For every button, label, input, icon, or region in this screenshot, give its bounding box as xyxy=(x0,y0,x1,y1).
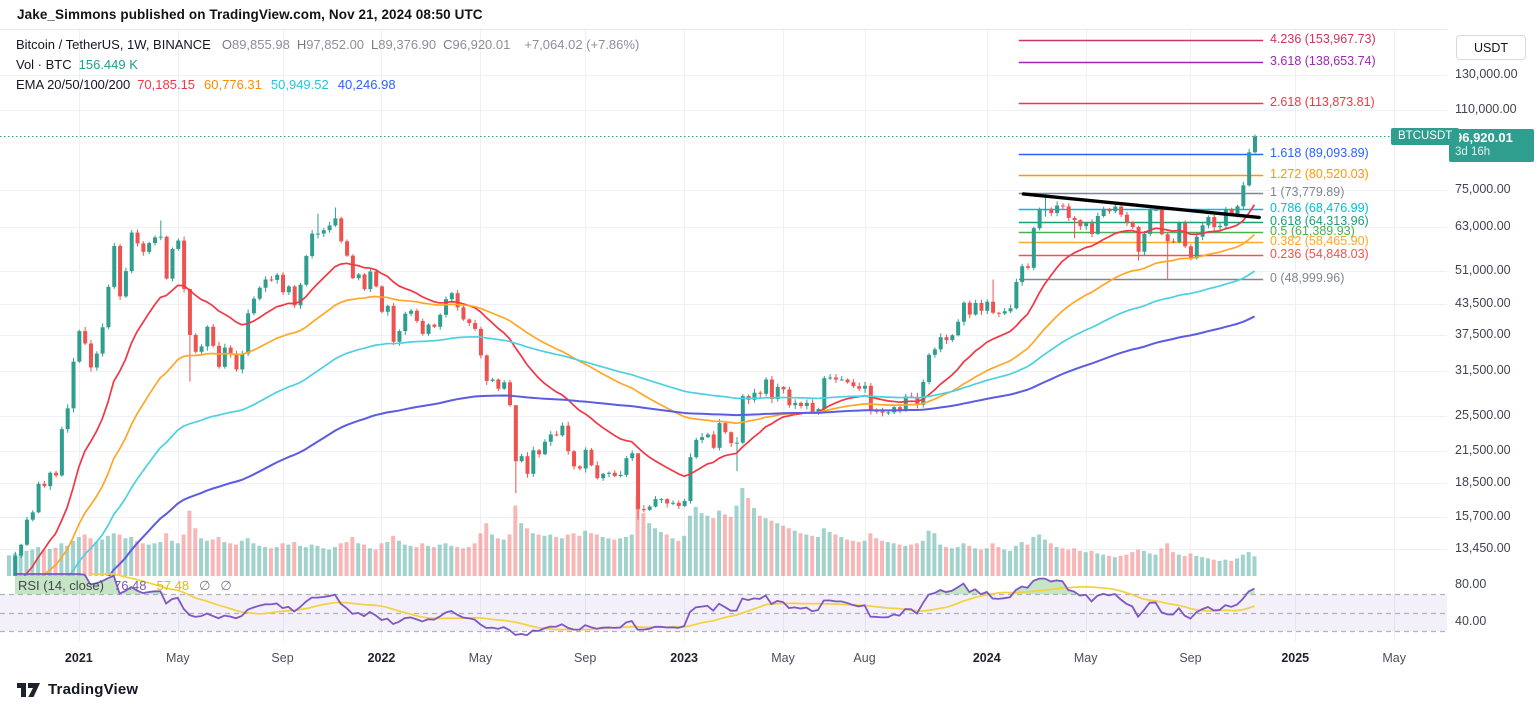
fib-level-label: 1 (73,779.89) xyxy=(1270,185,1345,200)
change-value: +7,064.02 (+7.86%) xyxy=(524,37,640,52)
price-tick: 130,000.00 xyxy=(1455,67,1518,82)
price-tick: 37,500.00 xyxy=(1455,326,1511,341)
price-tick: 15,700.00 xyxy=(1455,508,1511,523)
time-tick-2022: 2022 xyxy=(367,651,396,665)
fib-level-label: 0.236 (54,848.03) xyxy=(1270,247,1369,262)
price-tick: 21,500.00 xyxy=(1455,443,1511,458)
tradingview-brand-text: TradingView xyxy=(48,681,139,698)
price-tick: 75,000.00 xyxy=(1455,182,1511,197)
time-tick-2025: 2025 xyxy=(1281,651,1310,665)
time-tick-may: May xyxy=(165,651,190,665)
symbol-title[interactable]: Bitcoin / TetherUS, 1W, BINANCE xyxy=(16,37,211,52)
tradingview-logo-icon xyxy=(17,683,40,697)
time-tick-may: May xyxy=(1382,651,1406,665)
time-axis[interactable]: 2021 May Sep 2022 May Sep 2023 May Aug 2024 May Sep… xyxy=(0,641,1447,677)
ohlc-o: O89,855.98 xyxy=(221,37,290,52)
ema-value: 60,776.31 xyxy=(204,77,262,92)
chart-legend: Bitcoin / TetherUS, 1W, BINANCE O89,855.… xyxy=(16,35,639,95)
legend-ema-row: EMA 20/50/100/200 70,185.15 60,776.31 50,9… xyxy=(16,75,639,95)
rsi-label[interactable]: RSI (14, close) xyxy=(18,578,104,593)
time-tick-sep: Sep xyxy=(271,651,294,665)
fib-level-label: 1.272 (80,520.03) xyxy=(1270,167,1369,182)
price-tick: 110,000.00 xyxy=(1455,101,1517,116)
rsi-value: 76.48 xyxy=(113,578,147,593)
volume-label[interactable]: Vol · BTC xyxy=(16,57,72,72)
last-price-badge: 96,920.01 3d 16h xyxy=(1449,129,1534,163)
price-tick: 31,500.00 xyxy=(1455,363,1511,378)
fib-level-label: 4.236 (153,967.73) xyxy=(1270,31,1376,46)
ohlc-h: H97,852.00 xyxy=(296,37,365,52)
price-tick: 13,450.00 xyxy=(1455,541,1511,556)
volume-value: 156.449 K xyxy=(78,57,138,72)
rsi-tick: 40.00 xyxy=(1455,614,1487,628)
fib-level-label: 0 (48,999.96) xyxy=(1270,271,1345,286)
time-tick-may: May xyxy=(468,651,493,665)
time-tick-2023: 2023 xyxy=(670,651,699,665)
fib-level-label: 0.5 (61,389.93) xyxy=(1270,223,1355,238)
ema-label[interactable]: EMA 20/50/100/200 xyxy=(16,77,131,92)
price-tick: 18,500.00 xyxy=(1455,474,1511,489)
ema-value: 40,246.98 xyxy=(337,77,396,92)
fib-level-label: 3.618 (138,653.74) xyxy=(1270,53,1376,68)
ohlc-l: L89,376.90 xyxy=(371,37,437,52)
ema-values: 70,185.15 60,776.31 50,949.52 40,246.98 xyxy=(137,75,404,95)
rsi-ma-value: 57.48 xyxy=(156,578,190,593)
price-tick: 43,500.00 xyxy=(1455,295,1511,310)
price-tick: 63,000.00 xyxy=(1455,218,1511,233)
time-tick-may: May xyxy=(771,651,795,665)
ohlc-c: C96,920.01 xyxy=(443,37,511,52)
ema-value: 50,949.52 xyxy=(270,77,329,92)
rsi-empty-icon: ∅ xyxy=(220,578,232,593)
price-tick: 51,000.00 xyxy=(1455,262,1511,277)
time-tick-2021: 2021 xyxy=(64,651,93,665)
currency-toggle-button[interactable]: USDT xyxy=(1456,35,1526,60)
rsi-empty-icon: ∅ xyxy=(199,578,211,593)
time-tick-sep: Sep xyxy=(1179,651,1202,665)
fib-level-label: 0.618 (64,313.96) xyxy=(1270,214,1369,229)
ema-value: 70,185.15 xyxy=(137,77,196,92)
price-axis[interactable]: USDT 130,000.00 110,000.00 75,000.00 63,000… xyxy=(1447,29,1536,677)
time-tick-2024: 2024 xyxy=(972,651,1001,665)
attribution-text: Jake_Simmons published on TradingView.co… xyxy=(17,7,483,22)
fib-level-label: 0.786 (68,476.99) xyxy=(1270,201,1369,216)
legend-volume-row: Vol · BTC 156.449 K xyxy=(16,55,639,75)
footer-brand[interactable]: TradingView xyxy=(16,681,138,698)
rsi-legend: RSI (14, close) 76.48 57.48 ∅ ∅ xyxy=(18,578,232,594)
rsi-tick: 80.00 xyxy=(1455,577,1487,591)
time-tick-aug: Aug xyxy=(853,651,876,665)
legend-symbol-row: Bitcoin / TetherUS, 1W, BINANCE O89,855.… xyxy=(16,35,639,55)
ohlc-values: O89,855.98 H97,852.00 L89,376.90 C96,920.01 xyxy=(222,35,518,55)
time-tick-may: May xyxy=(1073,651,1098,665)
fib-level-label: 0.382 (58,465.90) xyxy=(1270,234,1369,249)
last-price-value: 96,920.01 xyxy=(1455,130,1513,146)
symbol-price-chip: BTCUSDT xyxy=(1391,128,1460,146)
fib-level-label: 1.618 (89,093.89) xyxy=(1270,146,1369,161)
bar-countdown: 3d 16h xyxy=(1455,146,1491,159)
time-tick-sep: Sep xyxy=(574,651,597,665)
fib-level-label: 2.618 (113,873.81) xyxy=(1270,94,1375,109)
price-tick: 25,500.00 xyxy=(1455,407,1511,422)
